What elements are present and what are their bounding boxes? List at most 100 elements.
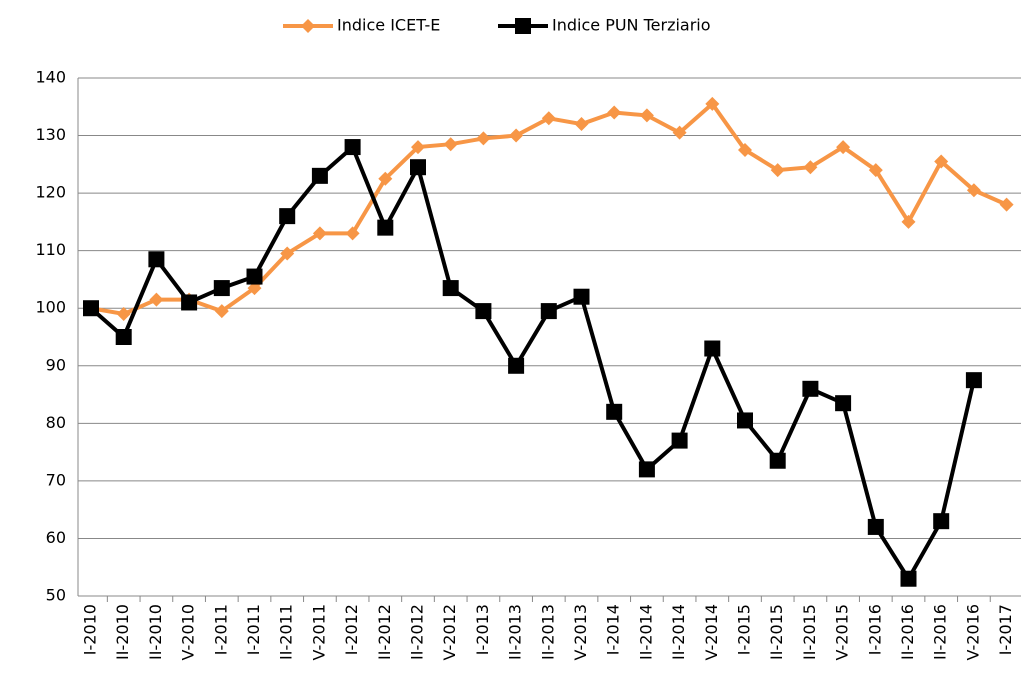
marker — [515, 18, 531, 34]
x-tick-label: II-2016 — [931, 604, 950, 660]
x-tick-label: V-2012 — [440, 604, 459, 661]
legend-label: Indice PUN Terziario — [552, 16, 711, 35]
marker — [769, 452, 786, 469]
y-tick-label: 50 — [46, 586, 66, 605]
marker — [705, 96, 720, 111]
marker — [345, 226, 360, 241]
marker — [149, 292, 164, 307]
x-tick-label: II-2015 — [800, 604, 819, 660]
y-tick-label: 60 — [46, 528, 66, 547]
marker — [639, 108, 654, 123]
x-tick-label: II-2010 — [146, 604, 165, 660]
marker — [638, 461, 655, 478]
marker — [246, 268, 263, 285]
marker — [541, 111, 556, 126]
y-tick-label: 90 — [46, 355, 66, 374]
marker — [738, 142, 752, 157]
marker — [966, 183, 981, 198]
x-tick-label: I-2012 — [342, 604, 361, 655]
x-tick-label: II-2012 — [408, 604, 427, 660]
x-tick-label: I-2017 — [996, 604, 1015, 655]
x-tick-label: II-2014 — [636, 604, 655, 660]
marker — [116, 306, 131, 321]
x-tick-label: II-2012 — [375, 604, 394, 660]
marker — [900, 570, 917, 587]
marker — [344, 139, 361, 156]
marker — [181, 294, 198, 311]
marker — [377, 219, 394, 236]
y-tick-label: 120 — [35, 183, 66, 202]
marker — [411, 140, 425, 155]
legend-label: Indice ICET-E — [337, 16, 440, 35]
x-tick-label: V-2010 — [179, 604, 198, 661]
marker — [770, 163, 785, 178]
y-tick-label: 100 — [35, 298, 66, 317]
marker — [442, 280, 459, 297]
marker — [607, 105, 622, 120]
marker — [573, 288, 590, 305]
marker — [672, 125, 687, 140]
marker — [836, 140, 851, 155]
marker — [509, 128, 524, 143]
marker — [476, 131, 491, 146]
x-tick-label: II-2013 — [538, 604, 557, 660]
marker — [280, 246, 295, 261]
x-tick-label: II-2014 — [669, 604, 688, 660]
marker — [508, 357, 525, 374]
marker — [378, 171, 393, 186]
x-tick-label: I-2016 — [865, 604, 884, 655]
x-tick-label: I-2013 — [473, 604, 492, 655]
marker — [999, 197, 1014, 212]
x-tick-label: V-2016 — [963, 604, 982, 661]
x-tick-label: I-2010 — [81, 604, 100, 655]
x-tick-label: I-2014 — [604, 604, 623, 655]
marker — [83, 300, 99, 317]
marker — [475, 303, 492, 320]
marker — [901, 214, 916, 229]
series-line — [89, 143, 976, 583]
y-tick-label: 130 — [35, 125, 66, 144]
marker — [802, 380, 819, 397]
x-tick-label: V-2015 — [833, 604, 852, 661]
marker — [867, 518, 884, 535]
x-tick-label: II-2013 — [506, 604, 525, 660]
marker — [410, 159, 426, 176]
marker — [301, 19, 315, 33]
marker — [115, 329, 132, 345]
x-tick-label: II-2010 — [113, 604, 132, 660]
x-tick-label: V-2013 — [571, 604, 590, 661]
y-tick-label: 70 — [46, 470, 66, 489]
marker — [934, 154, 949, 169]
marker — [540, 303, 557, 320]
marker — [279, 208, 296, 225]
marker — [965, 372, 982, 389]
x-tick-label: V-2014 — [702, 604, 721, 661]
marker — [312, 226, 327, 241]
marker — [247, 281, 262, 296]
marker — [148, 251, 165, 268]
marker — [933, 513, 950, 530]
marker — [574, 117, 589, 132]
marker — [803, 160, 818, 175]
marker — [606, 403, 623, 420]
marker — [311, 167, 328, 184]
marker — [704, 340, 721, 357]
marker — [214, 304, 229, 319]
marker — [213, 280, 230, 297]
y-tick-label: 140 — [35, 68, 66, 87]
x-tick-label: I-2011 — [211, 604, 230, 655]
x-tick-label: I-2015 — [735, 604, 754, 655]
marker — [443, 137, 458, 152]
marker — [835, 395, 852, 412]
marker — [868, 163, 883, 178]
marker — [671, 432, 688, 449]
y-tick-label: 80 — [46, 413, 66, 432]
x-tick-label: I-2011 — [244, 604, 263, 655]
x-tick-label: II-2015 — [767, 604, 786, 660]
y-tick-label: 110 — [35, 240, 66, 259]
x-tick-label: V-2011 — [309, 604, 328, 661]
x-tick-label: II-2011 — [277, 604, 296, 660]
marker — [737, 412, 753, 429]
x-tick-label: II-2016 — [898, 604, 917, 660]
